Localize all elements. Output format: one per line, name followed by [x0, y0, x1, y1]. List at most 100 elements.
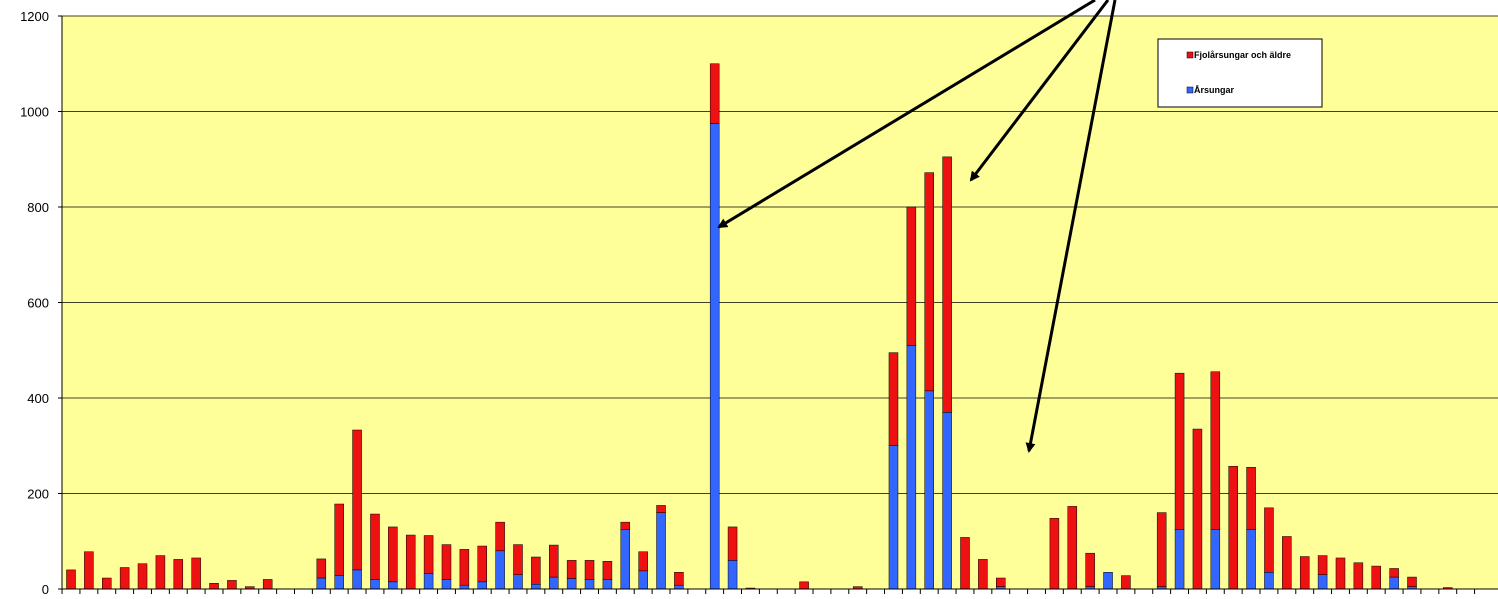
y-tick-label: 1200 — [20, 9, 49, 24]
bar-segment-fjolarsungar — [1228, 466, 1238, 590]
bar-segment-arsungar — [1317, 574, 1328, 590]
y-tick-label: 600 — [27, 296, 49, 311]
bar-segment-fjolarsungar — [495, 521, 505, 552]
bar-segment-arsungar — [334, 575, 344, 590]
y-tick-label: 800 — [27, 200, 49, 215]
bar-segment-fjolarsungar — [638, 551, 648, 572]
bar-segment-arsungar — [1389, 576, 1399, 590]
bar-segment-fjolarsungar — [119, 567, 130, 590]
bar-segment-arsungar — [638, 570, 648, 590]
bar-segment-fjolarsungar — [1192, 428, 1203, 590]
bar-segment-arsungar — [620, 529, 631, 590]
bar-segment-fjolarsungar — [978, 559, 988, 590]
arrow-3 — [1025, 0, 1117, 453]
bar-segment-fjolarsungar — [1282, 536, 1292, 590]
bar-segment-fjolarsungar — [906, 206, 917, 346]
bar-segment-arsungar — [1103, 572, 1113, 590]
bar-segment-fjolarsungar — [513, 544, 523, 575]
bar-segment-fjolarsungar — [1299, 556, 1310, 590]
bar-segment-fjolarsungar — [549, 544, 559, 578]
bar-segment-fjolarsungar — [584, 560, 595, 580]
bar-segment-fjolarsungar — [709, 63, 720, 124]
annotation-arrows — [717, 0, 1117, 453]
legend-swatch-blue — [1186, 86, 1194, 94]
bar-segment-fjolarsungar — [1353, 562, 1364, 590]
bar-segment-fjolarsungar — [1317, 555, 1328, 575]
bar-segment-fjolarsungar — [352, 429, 362, 571]
y-tick-label: 0 — [42, 582, 49, 597]
bar-segment-arsungar — [370, 579, 380, 590]
bar-segment-fjolarsungar — [1156, 512, 1167, 587]
bar-segment-fjolarsungar — [1264, 507, 1274, 573]
bar-segment-arsungar — [1246, 529, 1256, 590]
y-tick-label: 1000 — [20, 105, 49, 120]
bar-segment-fjolarsungar — [66, 569, 76, 590]
bar-segment-fjolarsungar — [1121, 575, 1131, 590]
bar-segment-fjolarsungar — [191, 557, 201, 590]
bar-segment-fjolarsungar — [334, 503, 344, 576]
bar-segment-arsungar — [423, 573, 434, 590]
arrow-1 — [717, 0, 1096, 229]
bar-segment-arsungar — [727, 560, 738, 590]
bar-segment-fjolarsungar — [1067, 506, 1078, 590]
bar-segment-arsungar — [674, 584, 684, 590]
x-axis-ticks — [61, 589, 1476, 594]
bar-segment-fjolarsungar — [316, 558, 327, 579]
bar-segment-arsungar — [566, 578, 577, 590]
bar-segment-fjolarsungar — [1210, 371, 1221, 530]
bar-segment-arsungar — [906, 345, 917, 590]
bar-segment-fjolarsungar — [924, 172, 934, 392]
bar-segment-arsungar — [1264, 572, 1274, 590]
bar-segment-fjolarsungar — [155, 555, 166, 590]
bar-segment-fjolarsungar — [674, 572, 684, 586]
bar-segment-fjolarsungar — [405, 534, 416, 590]
y-tick-label: 400 — [27, 391, 49, 406]
bar-segment-fjolarsungar — [1174, 372, 1185, 530]
bar-segment-fjolarsungar — [262, 579, 273, 590]
bar-segment-arsungar — [584, 579, 595, 590]
bar-segment-fjolarsungar — [1085, 552, 1095, 587]
bar-segment-arsungar — [531, 583, 541, 590]
bar-segment-fjolarsungar — [799, 581, 809, 590]
bar-segment-arsungar — [1174, 529, 1185, 590]
bars — [66, 63, 1453, 590]
gridlines — [62, 15, 1498, 494]
bar-segment-arsungar — [388, 581, 398, 590]
bar-segment-fjolarsungar — [227, 580, 237, 590]
bar-segment-fjolarsungar — [423, 535, 434, 574]
bar-segment-fjolarsungar — [1049, 518, 1060, 590]
bar-segment-fjolarsungar — [602, 561, 613, 580]
bar-segment-fjolarsungar — [888, 352, 899, 447]
arrow-2 — [969, 0, 1110, 182]
bar-segment-fjolarsungar — [960, 537, 970, 590]
bar-segment-fjolarsungar — [209, 583, 219, 590]
bar-segment-fjolarsungar — [441, 544, 452, 580]
bar-segment-arsungar — [888, 445, 899, 590]
legend-label-red: Fjolårsungar och äldre — [1194, 50, 1291, 60]
bar-segment-arsungar — [924, 390, 934, 590]
bar-segment-arsungar — [942, 412, 952, 590]
bar-segment-arsungar — [459, 584, 470, 590]
legend: Fjolårsungar och äldre Årsungar — [1157, 38, 1323, 108]
bar-segment-arsungar — [1210, 529, 1221, 590]
bar-segment-fjolarsungar — [1335, 557, 1346, 590]
bar-segment-fjolarsungar — [370, 513, 380, 580]
bar-segment-fjolarsungar — [942, 156, 952, 413]
bar-segment-fjolarsungar — [1389, 568, 1399, 578]
bar-segment-fjolarsungar — [1407, 576, 1417, 587]
bar-segment-fjolarsungar — [531, 556, 541, 585]
bar-segment-fjolarsungar — [388, 526, 398, 583]
bar-segment-fjolarsungar — [620, 521, 631, 530]
legend-swatch-red — [1186, 51, 1194, 59]
bar-segment-fjolarsungar — [566, 560, 577, 579]
bar-segment-arsungar — [709, 123, 720, 590]
bar-segment-arsungar — [477, 581, 487, 590]
bar-segment-fjolarsungar — [1246, 466, 1256, 530]
bar-segment-arsungar — [441, 579, 452, 590]
bar-segment-fjolarsungar — [727, 526, 738, 561]
bar-segment-fjolarsungar — [84, 551, 94, 590]
bar-segment-fjolarsungar — [137, 563, 148, 590]
bar-segment-fjolarsungar — [477, 545, 487, 583]
bar-segment-fjolarsungar — [459, 549, 470, 586]
